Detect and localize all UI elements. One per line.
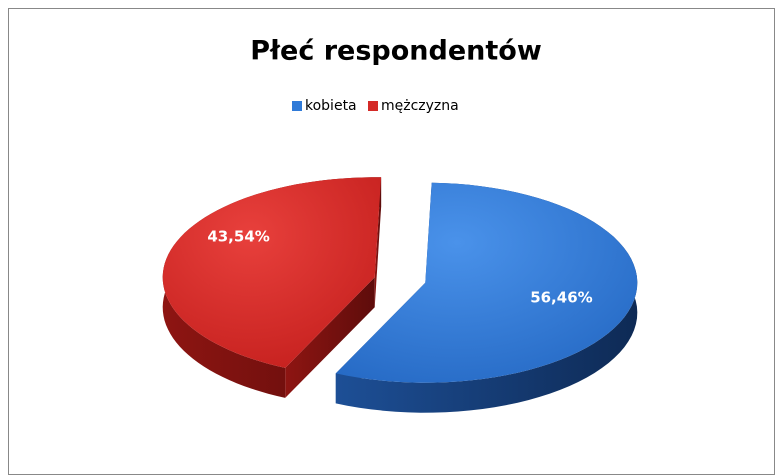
slice-side — [374, 177, 382, 308]
legend-label: kobieta — [305, 98, 357, 114]
chart-title: Płeć respondentów — [250, 36, 542, 67]
slice-side — [285, 277, 375, 398]
legend-label: mężczyzna — [381, 98, 459, 114]
slice — [162, 177, 382, 368]
data-label: 56,46% — [530, 288, 592, 306]
legend-swatch — [292, 101, 302, 111]
legend-swatch — [368, 101, 378, 111]
slice-side — [335, 182, 638, 413]
slice — [335, 182, 638, 383]
data-label: 43,54% — [207, 228, 269, 246]
